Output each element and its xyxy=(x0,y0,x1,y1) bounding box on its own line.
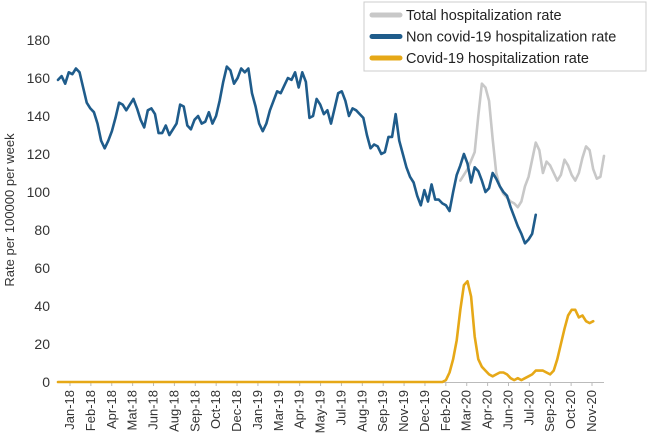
y-tick-label: 40 xyxy=(34,298,50,314)
x-tick-label: Sep-19 xyxy=(375,390,390,432)
y-tick-label: 80 xyxy=(34,222,50,238)
series-line-1 xyxy=(459,82,606,209)
x-tick-label: Jun-20 xyxy=(500,390,515,430)
x-tick-label: Nov-20 xyxy=(584,390,599,432)
x-tick-label: Sep-20 xyxy=(542,390,557,432)
x-tick-label: Sep-18 xyxy=(187,390,202,432)
y-tick-label: 180 xyxy=(27,32,51,48)
series-line-2 xyxy=(56,65,538,245)
x-tick-label: May-19 xyxy=(313,390,328,433)
y-tick-label: 60 xyxy=(34,260,50,276)
y-axis-title: Rate per 100000 per week xyxy=(2,133,17,287)
x-tick-label: Mar-20 xyxy=(459,390,474,431)
x-tick-label: Apr-19 xyxy=(292,390,307,429)
y-tick-label: 20 xyxy=(34,336,50,352)
x-tick-label: Apr-20 xyxy=(480,390,495,429)
y-tick-label: 120 xyxy=(27,146,51,162)
legend-label: Total hospitalization rate xyxy=(406,8,562,24)
x-tick-label: Jun-18 xyxy=(146,390,161,430)
x-tick-label: Oct-20 xyxy=(563,390,578,429)
legend: Total hospitalization rate Non covid-19 h… xyxy=(363,1,647,72)
legend-label: Covid-19 hospitalization rate xyxy=(406,51,589,67)
x-tick-label: Jan-18 xyxy=(62,390,77,430)
legend-label: Non covid-19 hospitalization rate xyxy=(406,30,616,46)
x-tick-label: Jul-20 xyxy=(521,390,536,425)
legend-box xyxy=(363,1,647,72)
x-tick-label: Feb-20 xyxy=(438,390,453,431)
x-tick-label: Oct-18 xyxy=(208,390,223,429)
x-tick-label: Mar-19 xyxy=(271,390,286,431)
y-tick-label: 100 xyxy=(27,184,51,200)
x-tick-label: Mat-18 xyxy=(125,390,140,430)
x-tick-label: Nov-19 xyxy=(396,390,411,432)
x-tick-label: Jul-19 xyxy=(333,390,348,425)
y-tick-label: 140 xyxy=(27,108,51,124)
y-axis: 0 20 40 60 80 100 120 140 160 180 xyxy=(27,32,51,390)
x-tick-label: Dec-18 xyxy=(229,390,244,432)
series-group xyxy=(56,65,606,384)
x-tick-label: Aug-19 xyxy=(354,390,369,432)
x-tick-label: Jan-19 xyxy=(250,390,265,430)
x-axis: Jan-18 Feb-18 Apr-18 Mat-18 Jun-18 Aug-18 Sep-… xyxy=(58,382,604,433)
series-line-3 xyxy=(56,280,595,384)
y-tick-label: 0 xyxy=(42,374,50,390)
y-tick-label: 160 xyxy=(27,70,51,86)
x-tick-label: Apr-18 xyxy=(104,390,119,429)
x-tick-label: Dec-19 xyxy=(417,390,432,432)
x-tick-label: Aug-18 xyxy=(166,390,181,432)
x-tick-label: Feb-18 xyxy=(83,390,98,431)
